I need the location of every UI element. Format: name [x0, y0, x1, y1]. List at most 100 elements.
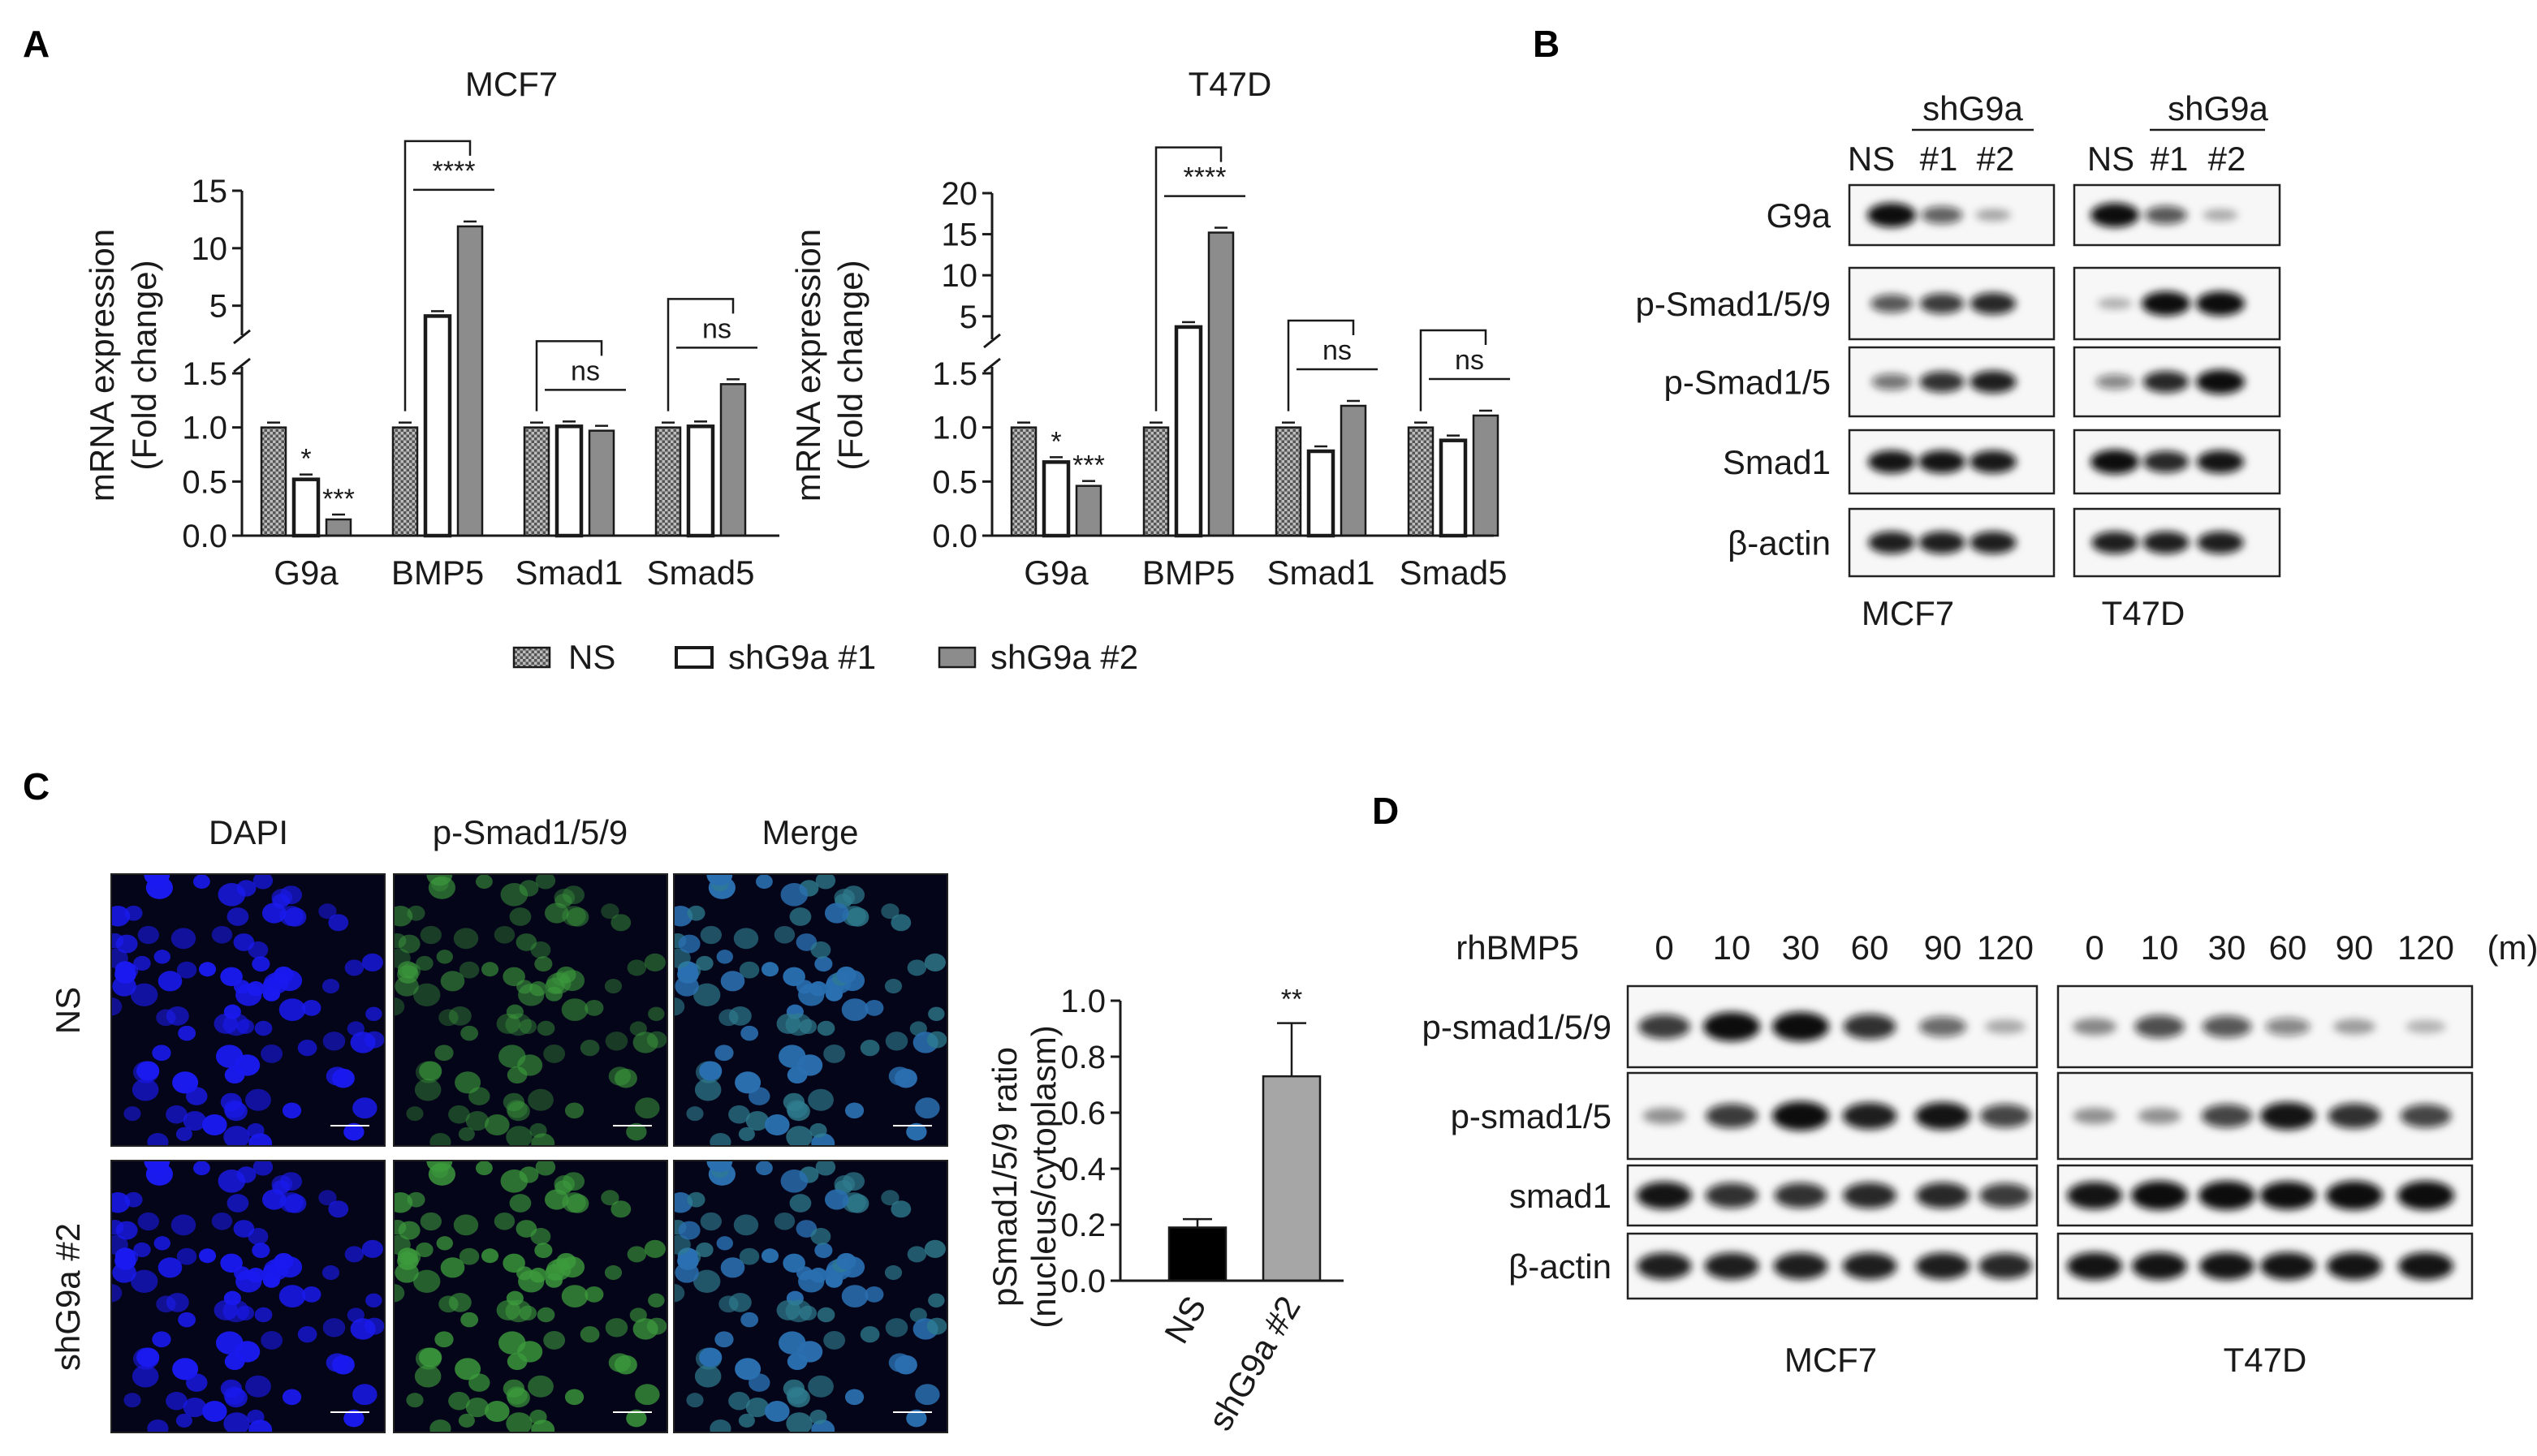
bar-bmp5-shg9a-2 [456, 225, 484, 537]
bar-bmp5-ns [391, 426, 419, 537]
y-tick-label: 15 [942, 218, 978, 253]
legend-swatch-ns [512, 646, 551, 669]
time-label-mcf7-90: 90 [1924, 928, 1962, 967]
y-tick-label: 1.0 [182, 411, 227, 446]
significance-bmp5: **** [1184, 162, 1227, 193]
significance-bmp5: **** [433, 156, 476, 187]
significance-smad1: ns [571, 355, 600, 386]
band-t47d-smad1-ns [2090, 450, 2139, 474]
panel-label-c: C [23, 765, 50, 808]
row-label-smad1: smad1 [1509, 1177, 1612, 1215]
band-mcf7-smad1-30 [1774, 1182, 1827, 1208]
band-t47d-actin-10 [2132, 1251, 2187, 1281]
bar-g9a-shg9a-2 [325, 518, 352, 537]
legend-label-shg9a-1: shG9a #1 [728, 638, 876, 676]
band-t47d-p-smad1-5-30 [2201, 1104, 2253, 1128]
band-t47d-p-smad1-5-9-60 [2265, 1017, 2310, 1036]
band-mcf7-p-smad1-5-9-2 [1970, 292, 2017, 315]
time-label-t47d-120: 120 [2397, 928, 2454, 967]
row-label-smad1: Smad1 [1723, 443, 1831, 481]
lane-label-mcf7-2: #2 [1977, 140, 2015, 178]
time-label-mcf7-120: 120 [1977, 928, 2034, 967]
legend-label-ns: NS [568, 638, 615, 676]
y-tick-label: 10 [942, 258, 978, 294]
band-mcf7-g9a-1 [1921, 206, 1963, 224]
band-mcf7-p-smad1-5-ns [1871, 373, 1912, 390]
legend-swatch-shg9a-2 [938, 646, 977, 669]
lane-label-mcf7-ns: NS [1848, 140, 1895, 178]
band-t47d-actin-1 [2142, 531, 2190, 554]
x-tick-label-g9a: G9a [274, 554, 339, 592]
band-mcf7-p-smad1-5-10 [1706, 1103, 1758, 1129]
band-mcf7-p-smad1-5-9-60 [1843, 1014, 1896, 1040]
x-tick-label-ns: NS [1157, 1290, 1214, 1350]
band-mcf7-smad1-90 [1916, 1182, 1970, 1209]
bar-bmp5-shg9a-2 [1207, 231, 1235, 537]
x-tick-label-bmp5: BMP5 [391, 554, 484, 592]
column-label-dapi: DAPI [209, 813, 288, 851]
bar-smad5-shg9a-1 [1439, 438, 1468, 538]
band-mcf7-actin-30 [1773, 1252, 1828, 1280]
t47d-mrna-bar-chart: T47D mRNA expression (Fold change) 0.0 0.… [789, 65, 1510, 592]
significance-g9a-shg9a-2: *** [1072, 450, 1105, 481]
band-mcf7-p-smad1-5-9-ns [1870, 294, 1913, 313]
band-mcf7-smad1-ns [1867, 450, 1916, 474]
bar-bmp5-ns [1142, 426, 1170, 537]
y-tick-label: 1.0 [932, 411, 977, 446]
band-t47d-p-smad1-5-9-90 [2332, 1019, 2376, 1035]
axis-break-mark [983, 333, 1001, 349]
band-mcf7-actin-2 [1970, 531, 2017, 554]
significance-smad1: ns [1322, 335, 1352, 366]
band-mcf7-p-smad1-5-60 [1842, 1102, 1897, 1130]
western-blot-panel-b: shG9a shG9a NS #1 #2 NS #1 #2 G9a p-Smad1/5/9 p… [1636, 89, 2281, 632]
band-mcf7-actin-90 [1915, 1252, 1970, 1280]
micrograph-merge-ns [674, 874, 947, 1146]
band-mcf7-actin-10 [1704, 1252, 1759, 1280]
bar-smad1-shg9a-2 [1340, 404, 1367, 537]
time-label-t47d-90: 90 [2336, 928, 2374, 967]
y-tick-label: 0.0 [1060, 1264, 1106, 1299]
bar-smad1-ns [1275, 426, 1302, 537]
band-t47d-p-smad1-5-9-ns [2097, 297, 2133, 310]
band-t47d-p-smad1-5-2 [2196, 369, 2245, 394]
band-t47d-p-smad1-5-90 [2328, 1103, 2381, 1129]
bar-g9a-shg9a-2 [1075, 485, 1102, 537]
axis-break-mark [983, 357, 1001, 373]
time-unit-label: (m) [2487, 928, 2537, 967]
y-tick-label: 1.5 [932, 356, 977, 392]
band-t47d-smad1-1 [2142, 450, 2190, 473]
comparison-bracket-bmp5 [1154, 146, 1223, 411]
x-tick-label-g9a: G9a [1024, 554, 1089, 592]
band-t47d-p-smad1-5-60 [2260, 1101, 2315, 1131]
row-label-p-smad1-5: p-smad1/5 [1451, 1097, 1612, 1135]
band-mcf7-p-smad1-5-2 [1970, 370, 2017, 394]
chart-legend: NS shG9a #1 shG9a #2 [512, 638, 1138, 676]
panel-label-d: D [1372, 790, 1399, 832]
time-label-t47d-10: 10 [2141, 928, 2179, 967]
lane-label-mcf7-1: #1 [1920, 140, 1958, 178]
band-t47d-p-smad1-5-0 [2073, 1107, 2116, 1125]
band-mcf7-actin-ns [1868, 531, 1915, 554]
significance-g9a-shg9a-1: * [300, 444, 311, 475]
shg9a-group-label-mcf7: shG9a [1922, 89, 2023, 127]
chart-title-mcf7: MCF7 [465, 65, 558, 103]
bar-g9a-ns [260, 426, 287, 537]
y-tick-label: 0.0 [182, 519, 227, 554]
x-tick-label-smad5: Smad5 [646, 554, 754, 592]
panel-label-a: A [23, 23, 50, 65]
row-label-p-smad1-5: p-Smad1/5 [1664, 364, 1831, 402]
band-t47d-p-smad1-5-9-1 [2142, 291, 2190, 316]
band-t47d-smad1-0 [2067, 1181, 2122, 1210]
column-label-psmad: p-Smad1/5/9 [433, 813, 628, 851]
row-label-actin: β-actin [1728, 524, 1831, 562]
band-t47d-actin-ns [2091, 531, 2138, 554]
legend-label-shg9a-2: shG9a #2 [990, 638, 1138, 676]
band-mcf7-p-smad1-5-120 [1979, 1104, 2031, 1128]
y-tick-label: 1.5 [182, 356, 227, 392]
significance-g9a-shg9a-2: *** [322, 484, 355, 515]
y-axis-label-line2: (Fold change) [831, 260, 869, 470]
band-t47d-p-smad1-5-9-30 [2202, 1015, 2252, 1038]
significance-g9a-shg9a-1: * [1051, 426, 1061, 457]
column-label-merge: Merge [762, 813, 858, 851]
